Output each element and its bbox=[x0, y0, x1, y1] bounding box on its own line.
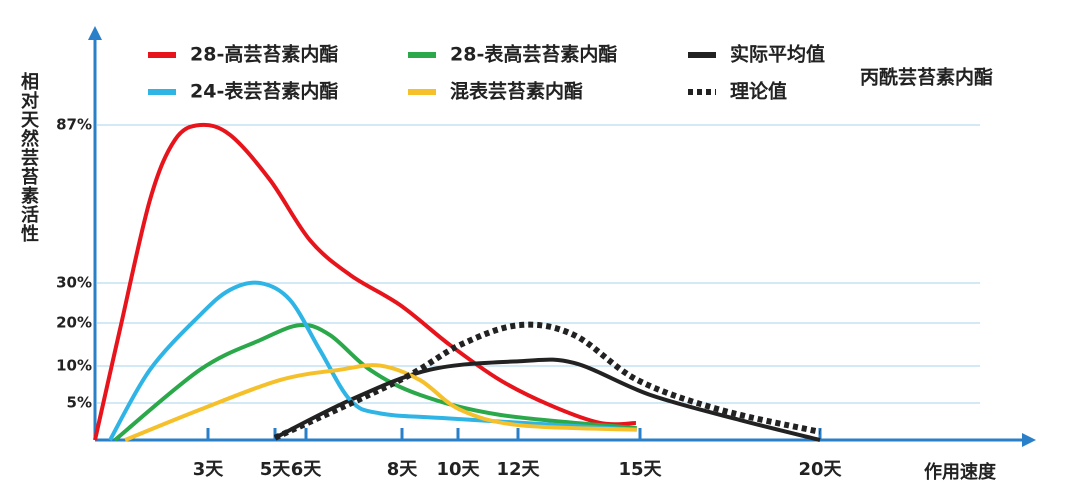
legend-label: 28-表高芸苔素内酯 bbox=[450, 43, 617, 66]
legend-label: 混表芸苔素内酯 bbox=[450, 80, 583, 103]
y-axis-label: 相对天然芸苔素活性 bbox=[18, 72, 39, 243]
y-arrow bbox=[88, 26, 102, 40]
y-tick-label: 30% bbox=[56, 274, 92, 292]
y-tick-label: 10% bbox=[56, 357, 92, 375]
x-tick-label: 15天 bbox=[618, 459, 662, 480]
x-tick-label: 8天 bbox=[387, 459, 419, 480]
y-tick-label: 5% bbox=[67, 394, 92, 412]
legend-label: 理论值 bbox=[730, 80, 787, 103]
x-arrow bbox=[1022, 433, 1036, 447]
series-line bbox=[93, 122, 637, 441]
x-axis-label: 作用速度 bbox=[924, 461, 997, 483]
series-line bbox=[273, 321, 821, 441]
x-tick-label: 20天 bbox=[798, 459, 842, 480]
legend-label: 28-高芸苔素内酯 bbox=[190, 43, 338, 66]
annotation: 丙酰芸苔素内酯 bbox=[860, 66, 993, 89]
y-tick-label: 87% bbox=[56, 116, 92, 134]
x-tick-label: 6天 bbox=[291, 459, 323, 480]
series-line bbox=[108, 280, 637, 441]
legend-label: 实际平均值 bbox=[730, 43, 825, 66]
x-tick-label: 10天 bbox=[436, 459, 480, 480]
y-tick-label: 20% bbox=[56, 314, 92, 332]
series-line bbox=[113, 323, 637, 442]
x-tick-label: 5天 bbox=[260, 459, 292, 480]
x-tick-label: 3天 bbox=[193, 459, 225, 480]
x-tick-label: 12天 bbox=[496, 459, 540, 480]
series-line bbox=[274, 357, 821, 442]
legend-label: 24-表芸苔素内酯 bbox=[190, 80, 338, 103]
series-line bbox=[124, 363, 637, 442]
